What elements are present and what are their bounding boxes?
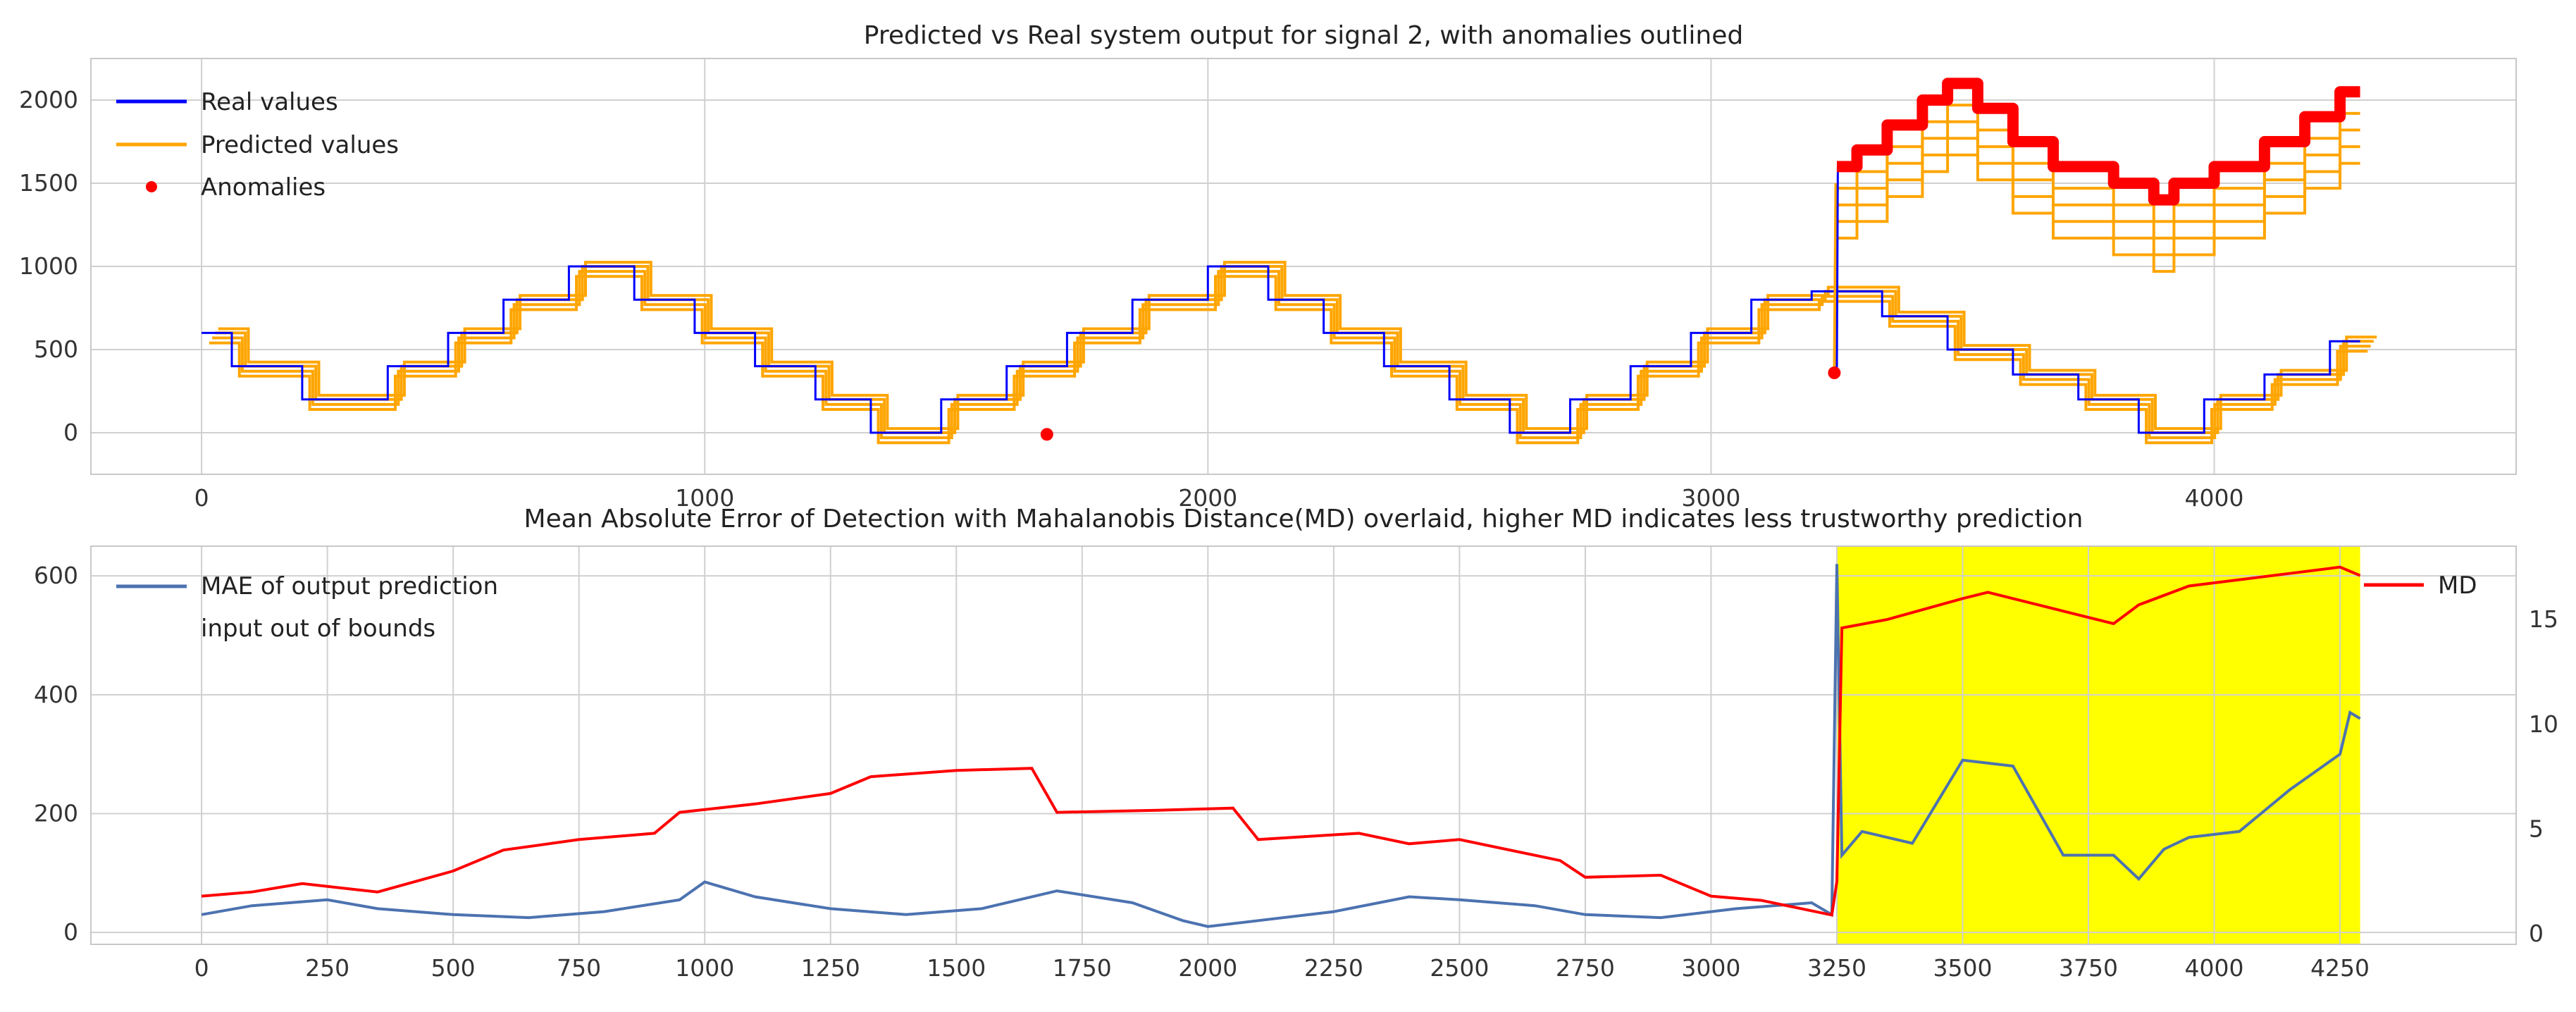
bottom-y2-tick-label: 5 [2529, 815, 2544, 842]
bottom-grid [91, 546, 2516, 944]
legend-anomalies-label: Anomalies [201, 173, 326, 202]
md-line [201, 565, 2361, 917]
predicted-values-line [209, 275, 2368, 445]
legend-anomalies-swatch [146, 181, 157, 192]
bottom-chart: Mean Absolute Error of Detection with Ma… [34, 505, 2558, 982]
bottom-x-tick-label: 750 [557, 954, 601, 982]
top-x-tick-label: 4000 [2185, 484, 2244, 512]
bottom-x-tick-label: 0 [194, 954, 209, 982]
predicted-values-line [212, 270, 2371, 440]
legend-out-of-bounds-label: input out of bounds [201, 615, 435, 643]
mae-line [201, 564, 2361, 928]
bottom-y-tick-label: 0 [63, 918, 78, 946]
bottom-x-tick-label: 500 [431, 954, 476, 982]
anomaly-point [1828, 366, 1841, 380]
legend-predicted-label: Predicted values [201, 131, 399, 159]
top-x-tick-label: 1000 [675, 484, 734, 512]
predicted-values-line [1837, 153, 2360, 273]
out-of-bounds-highlight [1836, 546, 2360, 944]
bottom-x-tick-label: 2000 [1178, 954, 1237, 982]
predicted-values-line [218, 261, 2377, 431]
bottom-x-tick-label: 4000 [2185, 954, 2244, 982]
top-y-tick-label: 1000 [19, 252, 78, 280]
bottom-ticks: 0 250 500 750 1000 1250 1500 1750 2000 2250 2500 27… [34, 562, 2558, 982]
top-ticks: 0 1000 2000 3000 4000 0 500 1000 1500 2000 [19, 86, 2244, 512]
bottom-y-tick-label: 600 [34, 562, 78, 589]
bottom-x-tick-label: 250 [305, 954, 349, 982]
bottom-x-tick-label: 1000 [675, 954, 734, 982]
top-x-tick-label: 3000 [1681, 484, 1740, 512]
top-y-tick-label: 2000 [19, 86, 78, 113]
bottom-y-tick-label: 200 [34, 799, 78, 827]
bottom-y2-tick-label: 10 [2529, 710, 2558, 738]
bottom-chart-title: Mean Absolute Error of Detection with Ma… [524, 505, 2083, 533]
bottom-x-tick-label: 3000 [1681, 954, 1740, 982]
bottom-x-tick-label: 3750 [2059, 954, 2118, 982]
bottom-x-tick-label: 3250 [1807, 954, 1866, 982]
bottom-legend: MAE of output prediction input out of bo… [116, 572, 2477, 643]
top-x-tick-label: 0 [194, 484, 209, 512]
legend-real-label: Real values [201, 88, 338, 116]
predicted-jump [1833, 183, 1838, 375]
bottom-x-tick-label: 2500 [1430, 954, 1489, 982]
bottom-x-tick-label: 1250 [801, 954, 860, 982]
top-series-layer [202, 78, 2377, 445]
top-y-tick-label: 500 [34, 335, 78, 363]
bottom-x-tick-label: 2250 [1304, 954, 1363, 982]
bottom-x-tick-label: 1500 [927, 954, 986, 982]
predicted-values-line [1837, 104, 2360, 223]
bottom-x-tick-label: 4250 [2310, 954, 2370, 982]
bottom-y2-tick-label: 0 [2529, 920, 2544, 947]
top-y-tick-label: 1500 [19, 169, 78, 197]
legend-md-label: MD [2438, 572, 2477, 600]
bottom-series-layer [201, 564, 2361, 928]
top-legend: Real values Predicted values Anomalies [116, 88, 399, 202]
predicted-values-line [1837, 137, 2360, 257]
bottom-plot-frame [90, 545, 2517, 945]
real-jump [1835, 166, 1839, 375]
top-chart: Predicted vs Real system output for sign… [19, 21, 2517, 512]
anomalies-trace [1837, 78, 2360, 206]
top-y-tick-label: 0 [63, 419, 78, 446]
top-plot-frame [90, 58, 2517, 475]
top-chart-title: Predicted vs Real system output for sign… [864, 21, 1743, 50]
real-values-line [202, 265, 2360, 434]
bottom-x-tick-label: 2750 [1556, 954, 1615, 982]
top-x-tick-label: 2000 [1178, 484, 1237, 512]
bottom-x-tick-label: 3500 [1933, 954, 1992, 982]
predicted-values-line [1837, 120, 2360, 240]
anomaly-point [1040, 428, 1053, 441]
bottom-y2-tick-label: 15 [2529, 605, 2558, 633]
bottom-x-tick-label: 1750 [1053, 954, 1112, 982]
legend-mae-label: MAE of output prediction [201, 572, 498, 600]
bottom-y-tick-label: 400 [34, 681, 78, 708]
